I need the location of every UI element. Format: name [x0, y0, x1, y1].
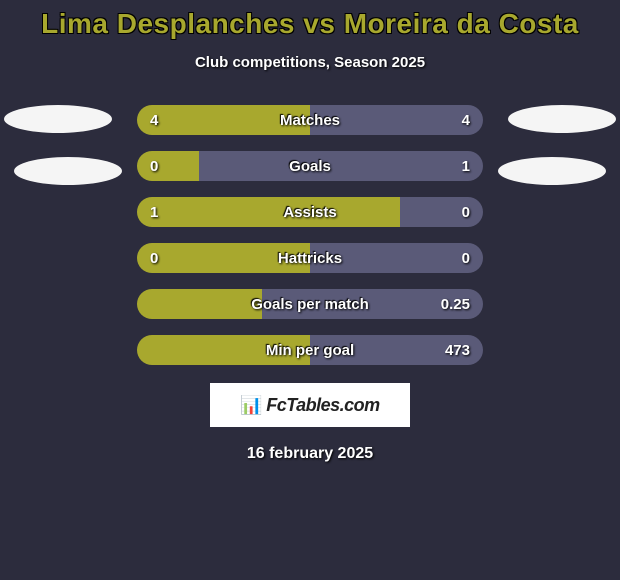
stat-value-right: 4	[462, 112, 470, 129]
player-right-avatar-lower	[498, 157, 606, 185]
bar-left	[137, 197, 400, 227]
stat-row: Hattricks00	[0, 243, 620, 273]
stat-value-left: 4	[150, 112, 158, 129]
stat-row: Assists10	[0, 197, 620, 227]
logo-box: 📊FcTables.com	[210, 383, 410, 427]
bar-left	[137, 105, 310, 135]
bar-right	[400, 197, 483, 227]
bar-track	[137, 105, 483, 135]
bar-left	[137, 243, 310, 273]
bar-left	[137, 289, 262, 319]
stat-value-right: 0	[462, 204, 470, 221]
subtitle: Club competitions, Season 2025	[0, 54, 620, 71]
stats-area: Matches44Goals01Assists10Hattricks00Goal…	[0, 105, 620, 365]
stat-value-right: 0.25	[441, 296, 470, 313]
stat-value-right: 0	[462, 250, 470, 267]
logo-icon: 📊	[240, 395, 262, 416]
stat-value-left: 0	[150, 158, 158, 175]
page-title: Lima Desplanches vs Moreira da Costa	[0, 0, 620, 40]
bar-left	[137, 151, 199, 181]
comparison-infographic: Lima Desplanches vs Moreira da Costa Clu…	[0, 0, 620, 580]
bar-track	[137, 289, 483, 319]
stat-value-left: 0	[150, 250, 158, 267]
date-text: 16 february 2025	[0, 445, 620, 463]
bar-right	[310, 243, 483, 273]
player-left-avatar-lower	[14, 157, 122, 185]
bar-left	[137, 335, 310, 365]
bar-track	[137, 335, 483, 365]
stat-value-left: 1	[150, 204, 158, 221]
stat-row: Min per goal473	[0, 335, 620, 365]
bar-track	[137, 197, 483, 227]
bar-track	[137, 151, 483, 181]
logo-text: 📊FcTables.com	[240, 395, 379, 416]
stat-value-right: 1	[462, 158, 470, 175]
stat-value-right: 473	[445, 342, 470, 359]
bar-right	[310, 105, 483, 135]
stat-row: Goals per match0.25	[0, 289, 620, 319]
player-left-avatar-upper	[4, 105, 112, 133]
bar-track	[137, 243, 483, 273]
bar-right	[199, 151, 483, 181]
player-right-avatar-upper	[508, 105, 616, 133]
